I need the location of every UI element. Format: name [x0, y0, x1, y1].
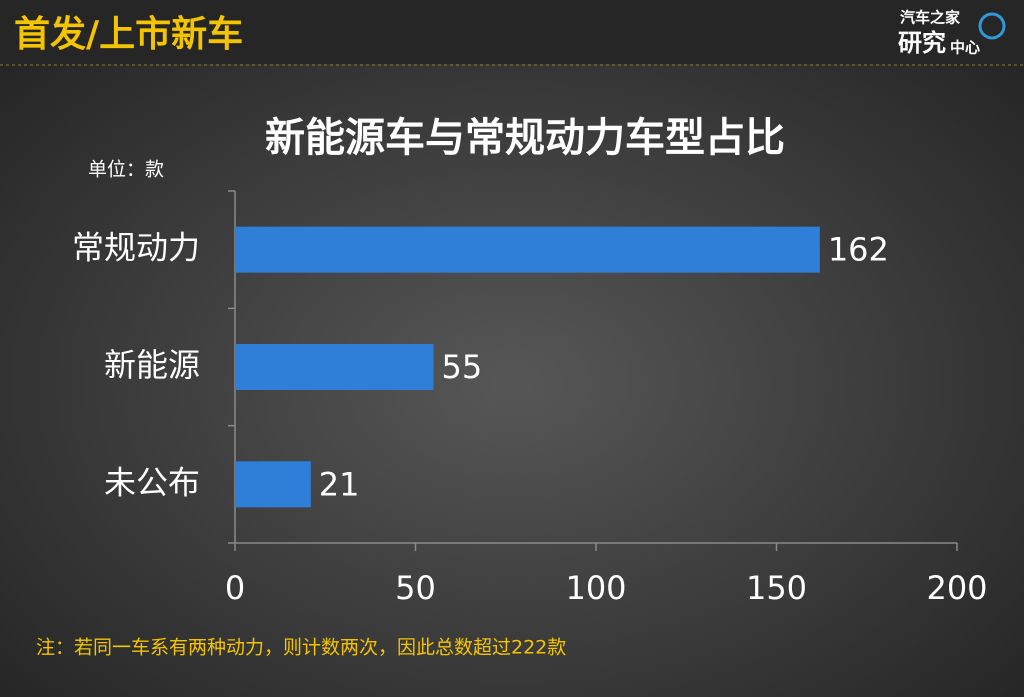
value-label: 21 [319, 465, 360, 503]
logo-top: 汽车之家 [900, 9, 960, 27]
logo-small: 中心 [950, 39, 980, 57]
x-tick-label: 150 [746, 569, 807, 607]
header-bar [0, 0, 1024, 64]
value-label: 55 [442, 348, 483, 386]
unit-label: 单位：款 [88, 159, 164, 181]
logo-icon [978, 12, 1006, 40]
x-tick-label: 0 [225, 569, 245, 607]
bar [235, 344, 434, 390]
value-label: 162 [828, 231, 889, 269]
bar [235, 226, 820, 273]
chart-title: 新能源车与常规动力车型占比 [265, 115, 785, 161]
x-tick-label: 100 [565, 569, 626, 607]
footnote: 注：若同一车系有两种动力，则计数两次，因此总数超过222款 [36, 637, 566, 659]
y-tick-label: 新能源 [104, 346, 200, 384]
logo-big: 研究 [898, 29, 946, 57]
header-title: 首发/上市新车 [14, 14, 243, 55]
y-tick-label: 未公布 [104, 463, 200, 501]
x-tick-label: 200 [926, 569, 987, 607]
x-tick-label: 50 [395, 569, 436, 607]
y-tick-label: 常规动力 [72, 229, 200, 267]
bar [235, 461, 311, 508]
